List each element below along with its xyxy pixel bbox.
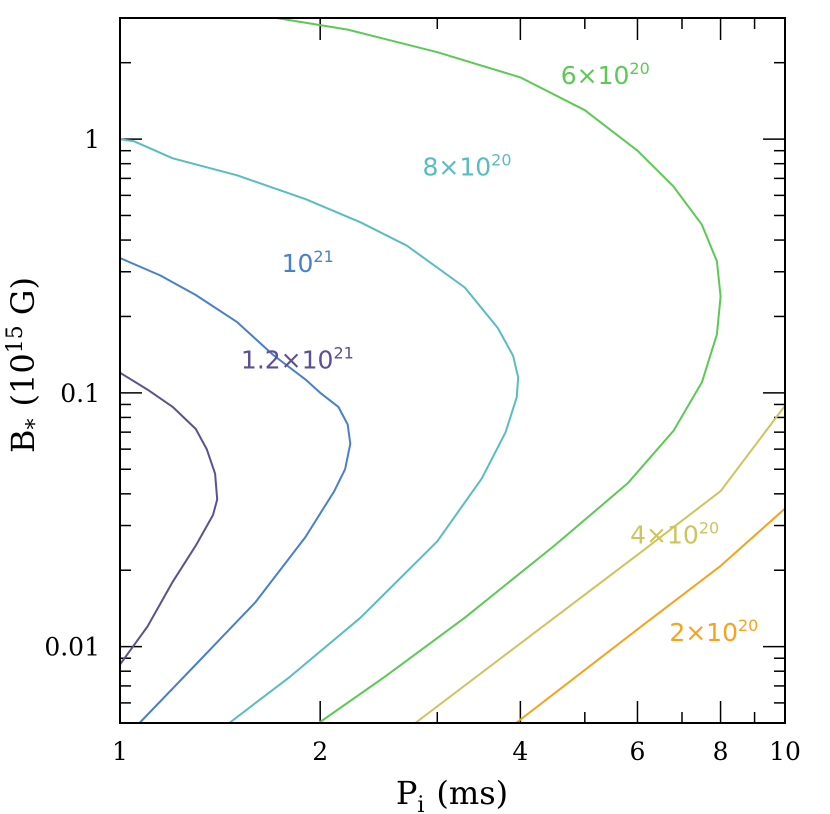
contour-curves xyxy=(120,18,785,723)
plot-frame xyxy=(119,17,786,724)
contour-line xyxy=(120,138,520,723)
tick-labels: 1 2 4 6 8 10 0.01 0.1 1 xyxy=(44,125,801,766)
y-axis-label: B*(1015 G) xyxy=(3,277,48,453)
x-tick-label: 6 xyxy=(630,737,646,766)
contour-labels: 1.2×1021 1021 8×1020 6×1020 4×1020 2×1020 xyxy=(241,59,758,647)
x-tick-label: 1 xyxy=(112,737,128,766)
x-tick-label: 2 xyxy=(312,737,328,766)
x-tick-label: 8 xyxy=(713,737,729,766)
y-tick-label: 1 xyxy=(84,125,100,154)
contour-line xyxy=(120,257,352,723)
contour-label: 6×1020 xyxy=(561,59,650,90)
contour-label: 1021 xyxy=(282,247,334,278)
x-tick-label: 10 xyxy=(769,737,801,766)
axis-ticks xyxy=(119,17,786,724)
y-tick-label: 0.01 xyxy=(44,633,100,662)
y-tick-label: 0.1 xyxy=(60,379,100,408)
contour-label: 2×1020 xyxy=(669,616,758,647)
contour-line xyxy=(515,507,785,723)
x-axis-label: Pi (ms) xyxy=(396,774,508,814)
contour-line xyxy=(414,405,785,723)
x-tick-label: 4 xyxy=(512,737,528,766)
contour-label: 8×1020 xyxy=(422,150,511,181)
contour-line xyxy=(120,371,219,666)
contour-line xyxy=(276,18,722,723)
contour-label: 1.2×1021 xyxy=(241,343,354,374)
contour-label: 4×1020 xyxy=(630,518,719,549)
